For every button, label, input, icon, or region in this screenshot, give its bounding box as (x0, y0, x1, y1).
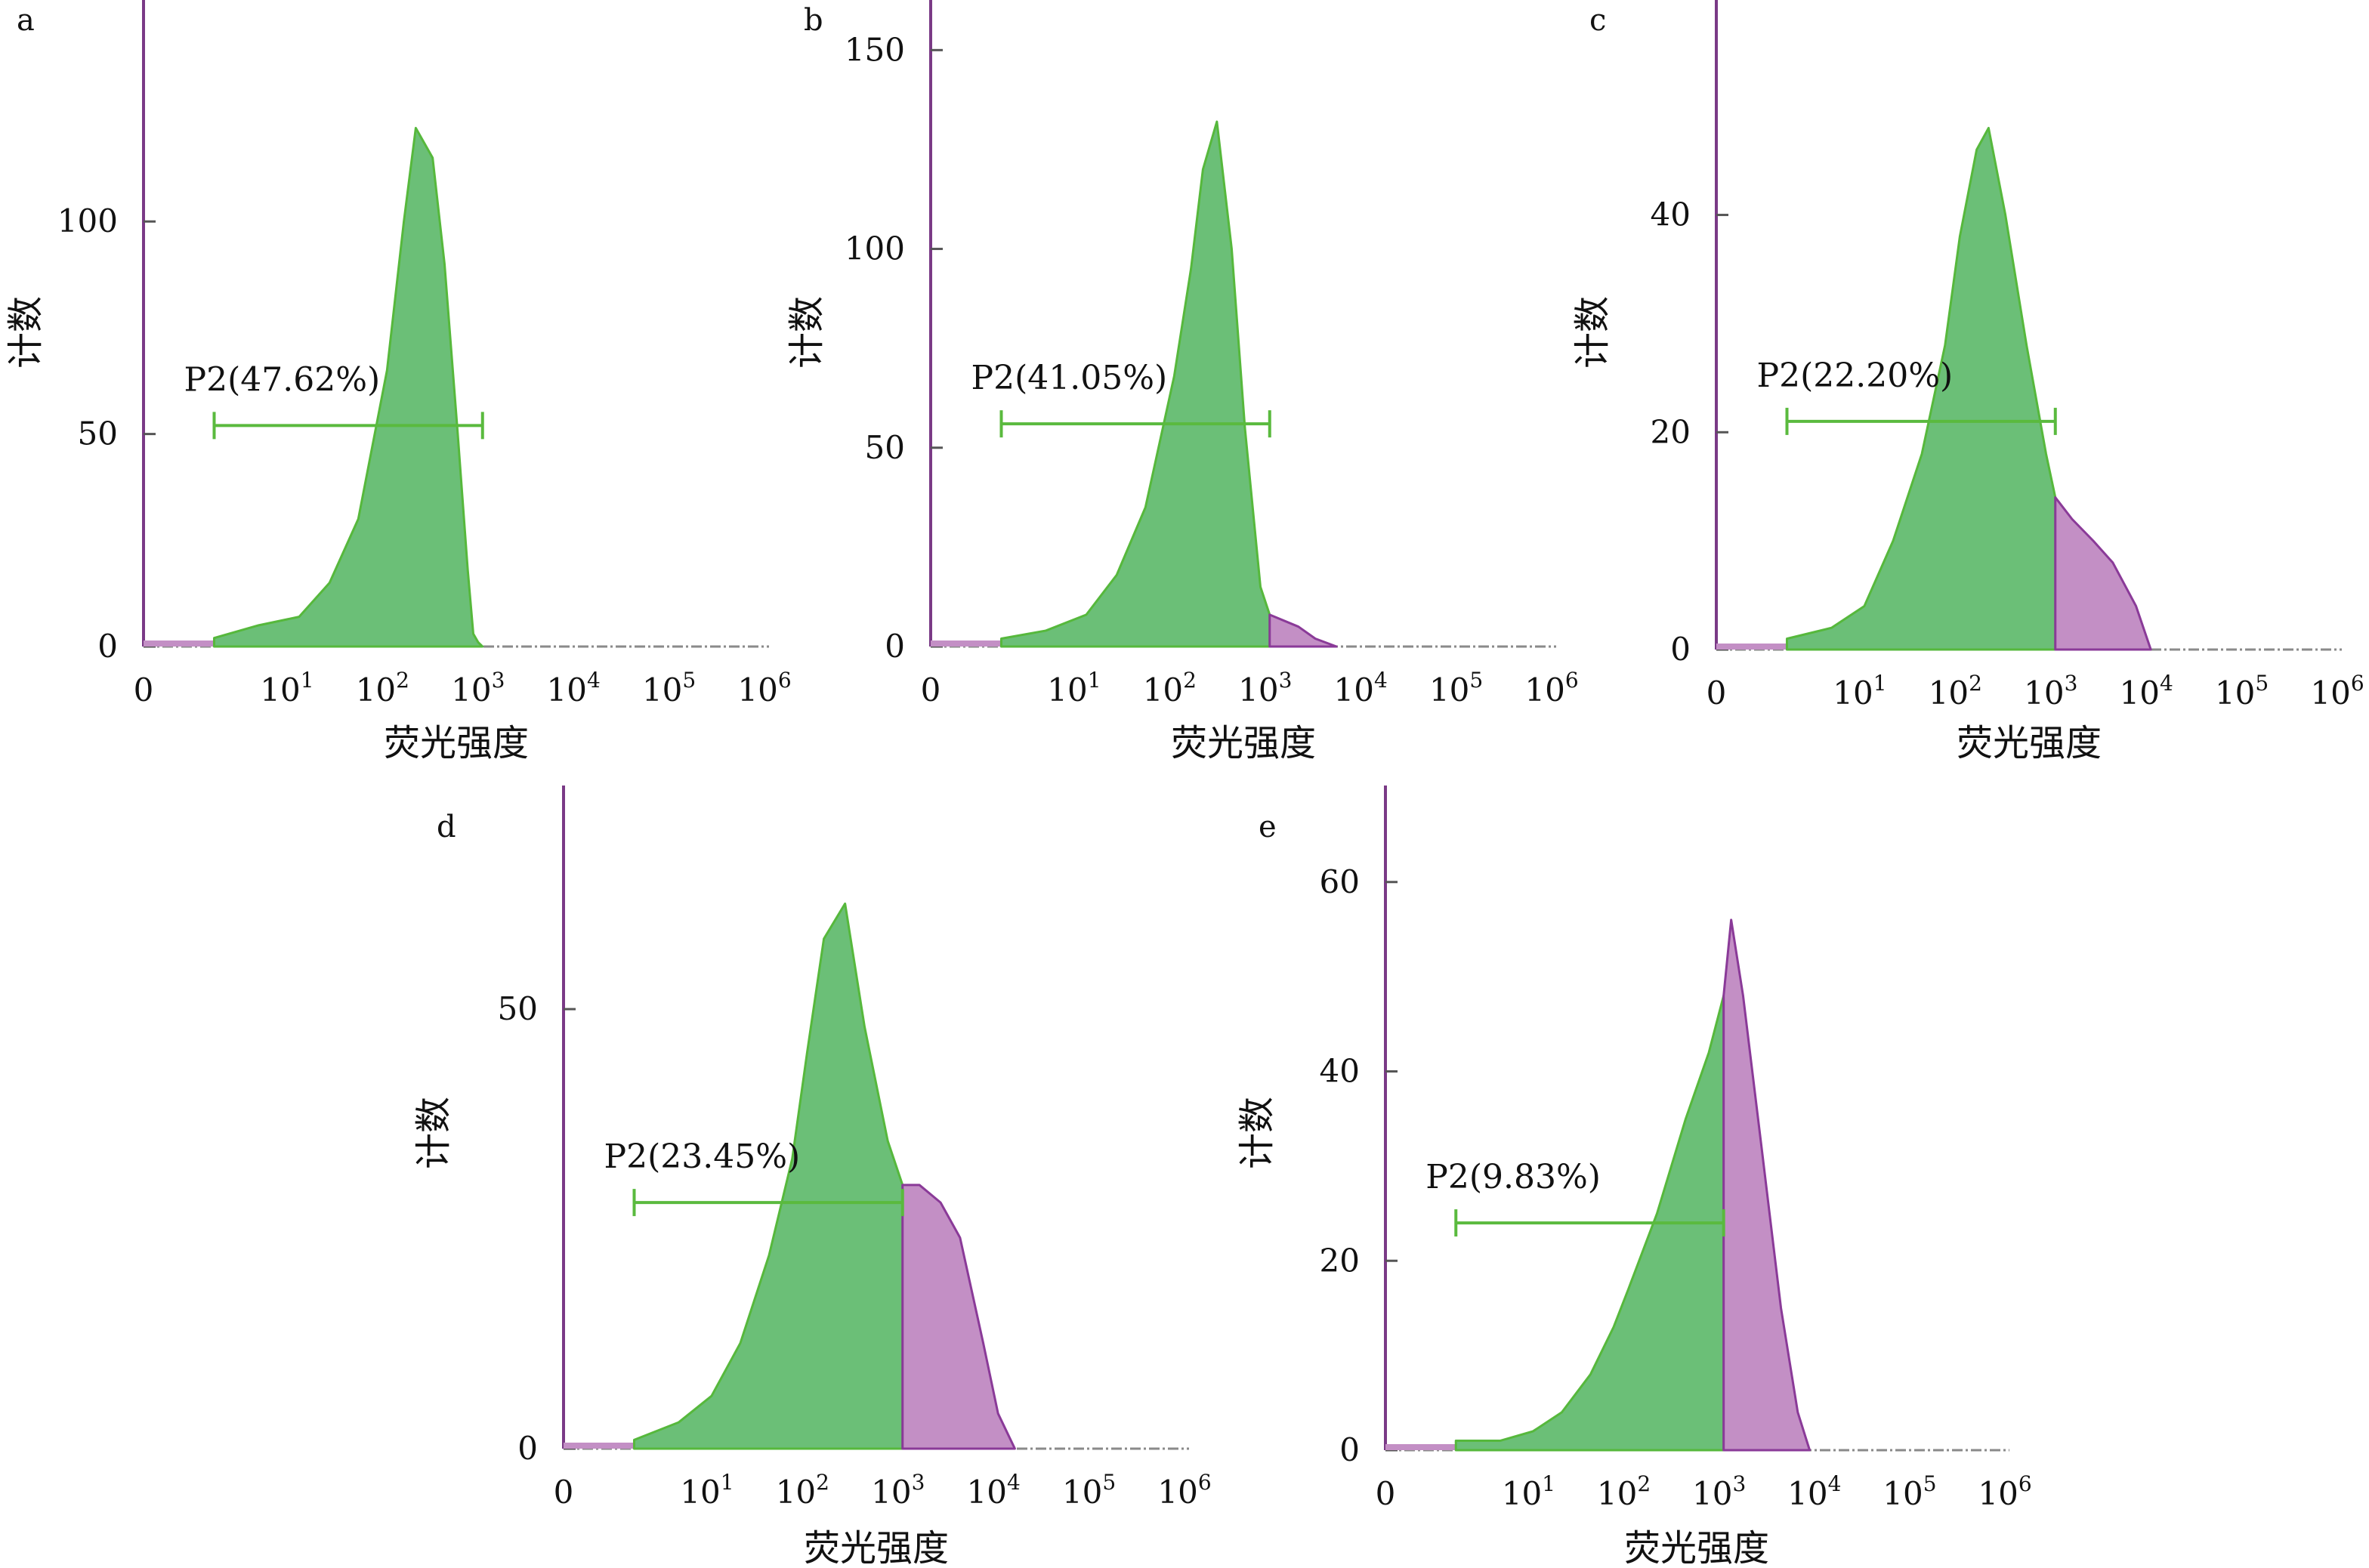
y-tick-label: 40 (1320, 1053, 1360, 1090)
x-tick-label: 0 (921, 671, 941, 708)
panel-a: a 0 50 100 0 101 102 103 104 105 106 荧光强度 计数 P2(47.62… (5, 0, 792, 764)
y-tick-label: 0 (517, 1430, 538, 1467)
y-tick-label: 40 (1651, 196, 1691, 233)
y-tick-label: 0 (97, 628, 118, 665)
panel-letter: b (804, 3, 823, 38)
x-tick-label: 106 (737, 668, 791, 708)
gate-label: P2(41.05%) (971, 359, 1167, 397)
x-tick-label: 0 (554, 1474, 574, 1511)
x-tick-label: 103 (451, 668, 505, 708)
x-tick-label: 105 (1062, 1470, 1116, 1511)
x-tick-label: 105 (1429, 668, 1483, 708)
x-tick-label: 106 (1157, 1470, 1211, 1511)
panel-b: b 0 50 100 150 0 101 102 103 104 105 106 荧光强度 计数 P2(41… (786, 0, 1579, 764)
y-tick-label: 0 (885, 628, 905, 665)
x-tick-label: 104 (1787, 1471, 1841, 1512)
gate-label: P2(9.83%) (1425, 1158, 1601, 1196)
y-tick-label: 0 (1670, 631, 1691, 668)
panel-d: d 0 50 0 101 102 103 104 105 106 荧光强度 计数 P2(23.45%) (412, 786, 1212, 1568)
x-axis-title: 荧光强度 (1171, 722, 1316, 764)
y-tick-label: 50 (78, 415, 118, 452)
x-tick-label: 101 (260, 668, 313, 708)
y-tick-label: 0 (1339, 1431, 1360, 1468)
panel-letter: e (1259, 810, 1277, 844)
x-tick-label: 102 (356, 668, 409, 708)
x-tick-label: 104 (2120, 671, 2173, 711)
panel-e: e 0 20 40 60 0 101 102 103 104 105 106 荧光强度 计数 P2(9.83… (1236, 786, 2032, 1568)
histogram-ungated-area (1722, 918, 1811, 1452)
histogram-baseline (564, 1443, 635, 1449)
x-tick-label: 106 (1978, 1471, 2031, 1512)
x-tick-label: 101 (1502, 1471, 1555, 1512)
x-axis-title: 荧光强度 (384, 722, 529, 764)
y-tick-label: 20 (1320, 1242, 1360, 1279)
histogram-gated-area (999, 120, 1271, 648)
x-tick-label: 103 (2024, 671, 2077, 711)
x-axis-title: 荧光强度 (804, 1527, 949, 1568)
x-axis-title: 荧光强度 (1624, 1527, 1769, 1568)
x-tick-label: 0 (1706, 674, 1727, 711)
x-tick-label: 103 (1692, 1471, 1746, 1512)
x-tick-label: 104 (547, 668, 601, 708)
y-axis-title: 计数 (1571, 296, 1614, 369)
x-tick-label: 105 (1883, 1471, 1936, 1512)
histogram-gated-area (632, 902, 904, 1450)
y-axis-title: 计数 (412, 1097, 455, 1169)
y-axis-title: 计数 (1236, 1097, 1278, 1169)
x-tick-label: 104 (1334, 668, 1388, 708)
y-tick-label: 50 (498, 990, 538, 1027)
x-tick-label: 105 (642, 668, 696, 708)
histogram-baseline (144, 640, 215, 647)
y-tick-label: 60 (1320, 863, 1360, 900)
histogram-baseline (1716, 644, 1787, 650)
y-axis-title: 计数 (786, 296, 828, 369)
gate-label: P2(22.20%) (1756, 357, 1953, 395)
y-tick-label: 20 (1651, 413, 1691, 450)
panel-letter: a (17, 3, 35, 38)
y-tick-label: 100 (57, 202, 118, 239)
y-axis-title: 计数 (5, 296, 47, 369)
y-tick-label: 100 (845, 230, 905, 267)
histogram-gated-area (1454, 994, 1725, 1452)
x-tick-label: 101 (1047, 668, 1101, 708)
x-tick-label: 101 (680, 1470, 734, 1511)
x-tick-label: 105 (2215, 671, 2269, 711)
x-tick-label: 0 (134, 671, 154, 708)
x-tick-label: 106 (2310, 671, 2364, 711)
x-tick-label: 102 (1143, 668, 1197, 708)
y-tick-label: 50 (865, 429, 905, 466)
panel-letter: c (1589, 3, 1606, 38)
x-tick-label: 101 (1833, 671, 1886, 711)
panel-c: c 0 20 40 0 101 102 103 104 105 106 荧光强度 计数 P2(22.20%… (1571, 0, 2364, 764)
histogram-baseline (931, 640, 1002, 647)
x-tick-label: 102 (1929, 671, 1982, 711)
x-tick-label: 103 (871, 1470, 925, 1511)
histogram-ungated-area (1268, 613, 1338, 648)
histogram-ungated-area (2054, 496, 2152, 651)
y-tick-label: 150 (845, 31, 905, 68)
histogram-baseline (1385, 1444, 1456, 1450)
x-tick-label: 103 (1238, 668, 1292, 708)
panel-letter: d (437, 810, 456, 844)
gate-label: P2(47.62%) (184, 360, 380, 399)
x-tick-label: 104 (967, 1470, 1021, 1511)
x-axis-title: 荧光强度 (1957, 722, 2102, 764)
histogram-ungated-area (901, 1184, 1016, 1450)
x-tick-label: 102 (776, 1470, 829, 1511)
histogram-gated-area (212, 126, 484, 648)
x-tick-label: 102 (1597, 1471, 1651, 1512)
x-tick-label: 106 (1524, 668, 1578, 708)
x-tick-label: 0 (1376, 1475, 1396, 1512)
gate-label: P2(23.45%) (604, 1137, 800, 1176)
histogram-gated-area (1785, 126, 2057, 651)
